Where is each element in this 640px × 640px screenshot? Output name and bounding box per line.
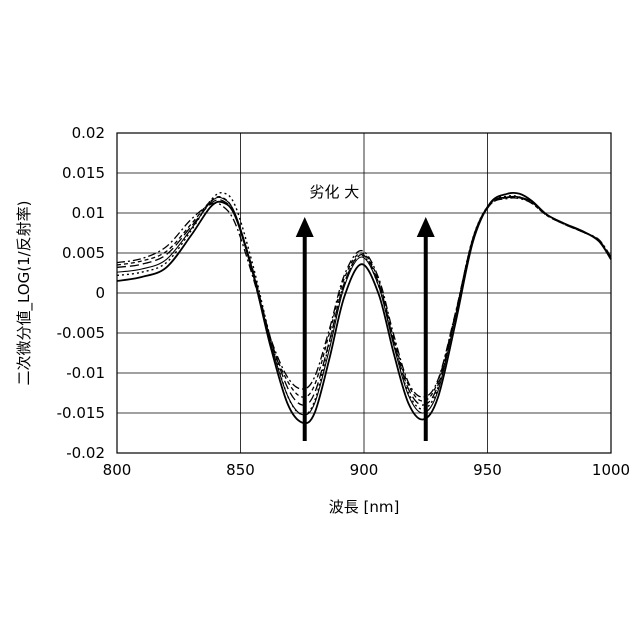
y-tick-label: -0.015: [57, 404, 105, 422]
x-axis-title: 波長 [nm]: [329, 498, 400, 516]
y-tick-label: -0.01: [66, 364, 105, 382]
x-tick-label: 800: [103, 461, 132, 479]
y-tick-label: 0.02: [72, 124, 105, 142]
y-tick-label: 0.01: [72, 204, 105, 222]
arrow-head: [296, 217, 314, 237]
y-tick-label: 0.005: [62, 244, 105, 262]
arrow-head: [417, 217, 435, 237]
grid: [117, 133, 611, 453]
x-tick-label: 950: [473, 461, 502, 479]
y-tick-label: 0.015: [62, 164, 105, 182]
y-tick-label: -0.02: [66, 444, 105, 462]
y-tick-label: -0.005: [57, 324, 105, 342]
x-tick-label: 850: [226, 461, 255, 479]
x-tick-label: 1000: [592, 461, 630, 479]
x-tick-label: 900: [350, 461, 379, 479]
y-axis-title: 二次微分値_LOG(1/反射率): [15, 200, 34, 385]
annotation-label: 劣化 大: [309, 183, 359, 201]
y-tick-label: 0: [95, 284, 105, 302]
